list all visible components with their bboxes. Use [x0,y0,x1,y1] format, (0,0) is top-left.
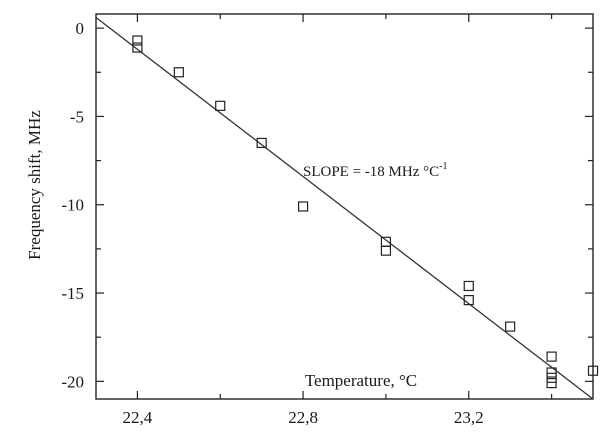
fit-line-layer [95,17,594,400]
data-point [546,378,557,389]
y-tick-label: -5 [70,107,84,126]
data-point [297,201,309,212]
y-tick-label: 0 [76,19,85,38]
y-axis-ticks: 0 -5 -10 -15 -20 [61,19,593,391]
fit-line [95,17,594,400]
x-tick-label: 22,8 [288,408,318,427]
y-tick-label: -10 [61,196,84,215]
y-tick-label: -15 [61,284,84,303]
data-point [463,295,474,306]
x-axis-ticks: 22,4 22,8 23,2 [123,14,553,427]
data-point [546,372,557,383]
slope-annotation: SLOPE = -18 MHz °C-1 [303,161,447,180]
data-point [132,42,143,53]
slope-annotation-text: SLOPE = -18 MHz °C [303,164,439,180]
slope-annotation-superscript: -1 [439,161,447,172]
data-point [546,351,557,362]
x-axis-title: Temperature, °C [305,371,417,390]
data-point [173,67,184,78]
x-tick-label: 23,2 [454,408,484,427]
y-tick-label: -20 [61,372,84,391]
data-points [132,35,599,389]
data-point [256,137,267,149]
data-point [132,35,143,46]
data-point [215,100,226,111]
data-point [587,365,599,376]
data-point [380,245,392,256]
data-point [546,367,557,378]
data-point [463,280,474,292]
y-axis-title: Frequency shift, MHz [25,110,44,260]
x-tick-label: 22,4 [123,408,153,427]
data-point [505,321,516,332]
plot-frame [95,13,594,400]
